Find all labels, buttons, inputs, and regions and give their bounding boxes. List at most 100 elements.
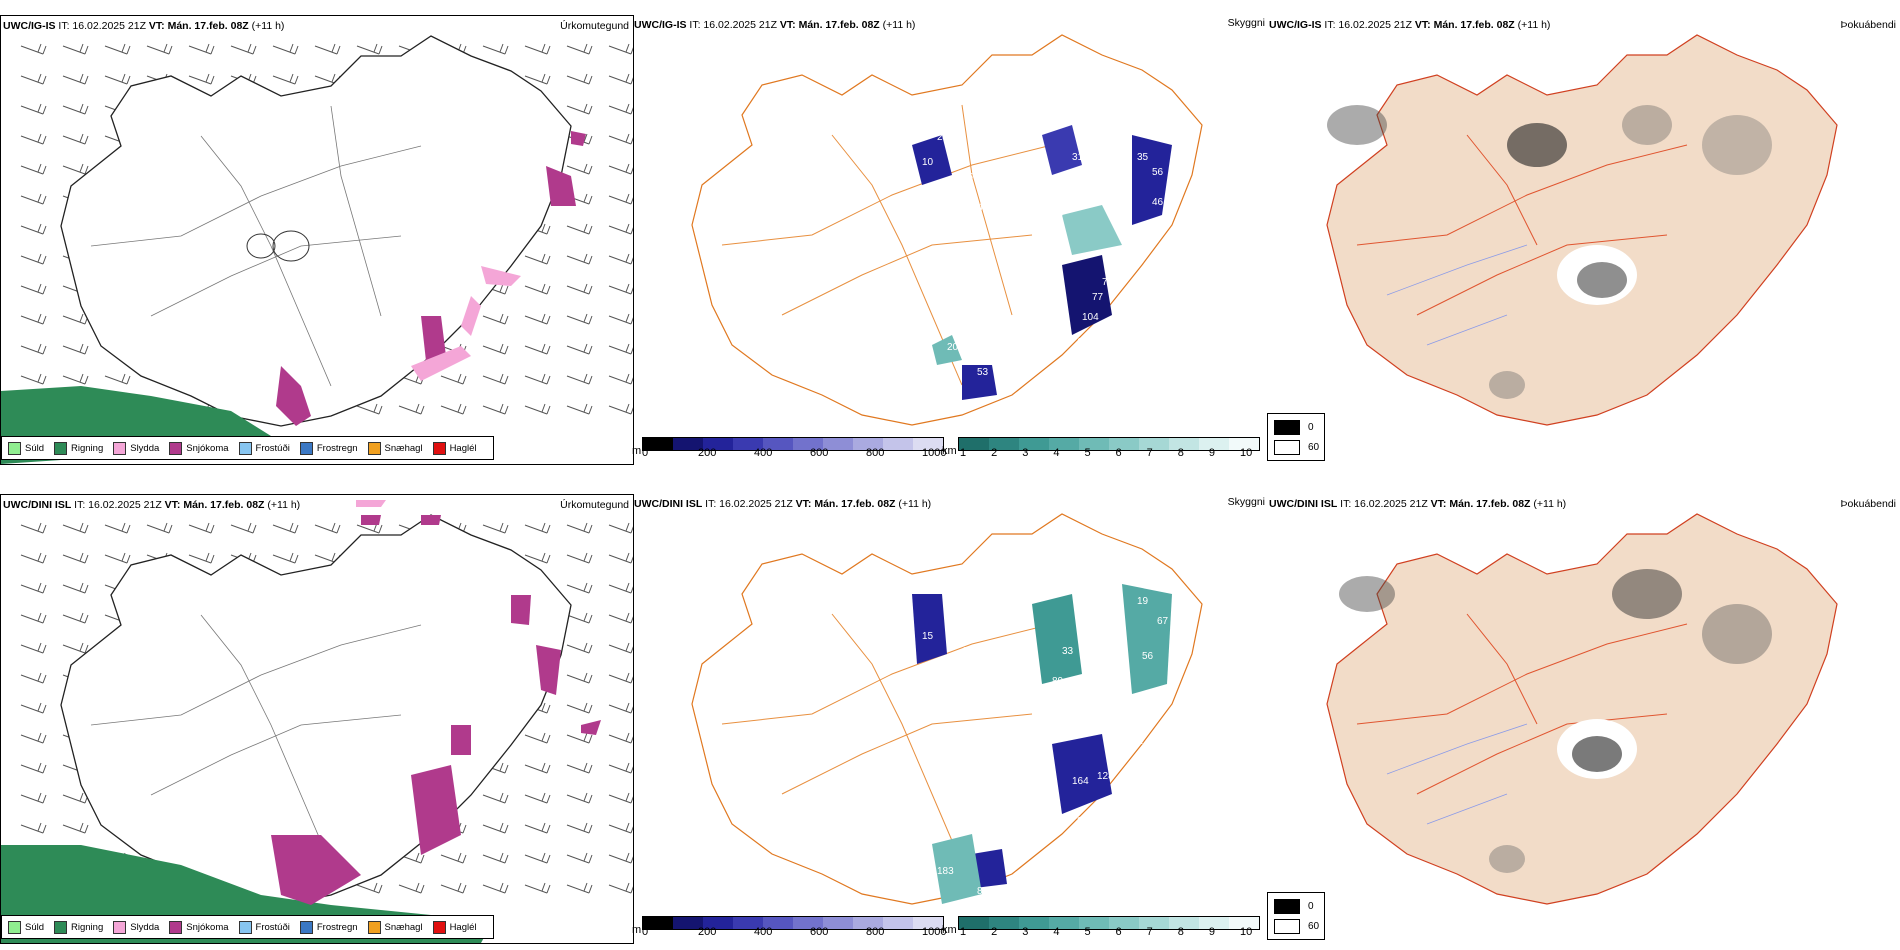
wind-barb-icon	[608, 223, 633, 235]
wind-barb-icon	[62, 552, 89, 564]
visibility-value-label: 26	[1077, 816, 1089, 827]
wind-barb-icon	[356, 882, 383, 894]
wind-barb-icon	[608, 612, 633, 624]
precip-legend-label: Haglél	[449, 921, 477, 933]
wind-barb-icon	[566, 163, 593, 175]
wind-barb-icon	[566, 343, 593, 355]
wind-barb-icon	[104, 373, 131, 385]
wind-barb-icon	[482, 852, 509, 864]
wind-barb-icon	[608, 522, 633, 534]
wind-barb-icon	[482, 882, 509, 894]
colorbar-segment	[853, 917, 883, 929]
wind-barb-icon	[440, 882, 467, 894]
colorbar-segment	[643, 438, 673, 450]
colorbar-tick-label: 2	[991, 926, 998, 938]
init-time: IT: 16.02.2025 21Z	[74, 499, 162, 511]
precip-legend-swatch	[299, 441, 313, 455]
wind-barb-icon	[20, 73, 47, 85]
wind-barb-icon	[104, 522, 131, 534]
wind-barb-icon	[524, 882, 551, 894]
colorbar-segment	[823, 917, 853, 929]
fog-legend-swatch	[1274, 420, 1300, 435]
precip-legend-item: Snjókoma	[169, 441, 229, 455]
visibility-unit: km	[942, 445, 957, 457]
wind-barb-icon	[608, 552, 633, 564]
wind-barb-icon	[20, 672, 47, 684]
colorbar-tick-label: 8	[1177, 926, 1184, 938]
lead-time: (+11 h)	[898, 498, 932, 510]
wind-barb-icon	[566, 522, 593, 534]
wind-barb-icon	[20, 313, 47, 325]
colorbar-segment	[853, 438, 883, 450]
colorbar-tick-label: 9	[1208, 926, 1215, 938]
wind-barb-icon	[566, 313, 593, 325]
wind-barb-icon	[188, 552, 215, 564]
wind-barb-icon	[608, 582, 633, 594]
colorbar-segment	[959, 917, 989, 929]
wind-barb-icon	[566, 732, 593, 744]
wind-barb-icon	[20, 133, 47, 145]
precip-legend-swatch	[432, 920, 446, 934]
precip-legend-item: Snæhagl	[367, 441, 423, 455]
model-name: UWC/IG-IS	[634, 19, 687, 31]
wind-barb-icon	[62, 163, 89, 175]
wind-barb-icon	[566, 792, 593, 804]
colorbar-segment	[1139, 438, 1169, 450]
lead-time: (+11 h)	[267, 499, 301, 511]
visibility-value-label: 73	[1102, 277, 1114, 288]
colorbar-segment	[823, 438, 853, 450]
wind-barb-icon	[482, 822, 509, 834]
wind-barb-icon	[524, 283, 551, 295]
precip-legend-swatch	[169, 441, 183, 455]
wind-barb-icon	[62, 642, 89, 654]
colorbar-tick-label: 200	[698, 926, 717, 938]
precip-legend-label: Snæhagl	[384, 442, 423, 454]
colorbar-segment	[1229, 438, 1259, 450]
precip-legend: Súld Rigning Slydda Snjókoma Frostúði Frostre…	[1, 915, 494, 939]
visibility-title: Skyggni	[1227, 496, 1265, 508]
colorbar-segment	[733, 917, 763, 929]
wind-barb-icon	[608, 373, 633, 385]
wind-barb-icon	[440, 373, 467, 385]
visibility-value-label: 13	[1052, 212, 1064, 223]
wind-barb-icon	[482, 522, 509, 534]
colorbar-segment	[793, 438, 823, 450]
fog-title: Þokuábendi	[1840, 19, 1896, 31]
wind-barb-icon	[62, 522, 89, 534]
visibility-value-label: 15	[972, 661, 984, 672]
visibility-value-label: 17	[1032, 701, 1044, 712]
wind-barb-icon	[608, 193, 633, 205]
wind-barb-icon	[482, 43, 509, 55]
precip-legend-swatch	[367, 441, 381, 455]
wind-barb-icon	[524, 792, 551, 804]
wind-barb-icon	[146, 43, 173, 55]
colorbar-tick-label: 7	[1146, 447, 1153, 459]
wind-barb-icon	[230, 522, 257, 534]
colorbar-tick-label: 800	[866, 447, 885, 459]
wind-barb-icon	[608, 702, 633, 714]
visibility-value-label: 56	[1152, 167, 1164, 178]
fog-legend-swatch	[1274, 919, 1300, 934]
wind-barb-icon	[566, 253, 593, 265]
visibility-value-label: 15	[962, 172, 974, 183]
wind-barb-icon	[482, 403, 509, 415]
wind-barb-icon	[608, 163, 633, 175]
wind-barb-icon	[608, 792, 633, 804]
wind-barb-icon	[230, 43, 257, 55]
colorbar-tick-label: 10	[1240, 926, 1253, 938]
wind-barb-icon	[20, 223, 47, 235]
visibility-value-label: 10	[922, 157, 934, 168]
precip-legend-item: Snæhagl	[367, 920, 423, 934]
wind-barb-icon	[20, 103, 47, 115]
wind-barb-icon	[20, 702, 47, 714]
precip-type-panel-bottom: UWC/DINI ISL IT: 16.02.2025 21Z VT: Mán.…	[0, 494, 634, 944]
iceland-map-visibility-bottom: 15 13 15 33 89 19 67 56 17 62 116 128 164 26 183 83	[691, 513, 1203, 905]
wind-barb-icon	[20, 732, 47, 744]
wind-barb-icon	[566, 822, 593, 834]
valid-time: VT: Mán. 17.feb. 08Z	[795, 498, 896, 510]
wind-barb-icon	[104, 73, 131, 85]
valid-time: VT: Mán. 17.feb. 08Z	[148, 20, 249, 32]
wind-barb-icon	[566, 762, 593, 774]
precip-legend-swatch	[54, 920, 68, 934]
colorbar-segment	[1139, 917, 1169, 929]
